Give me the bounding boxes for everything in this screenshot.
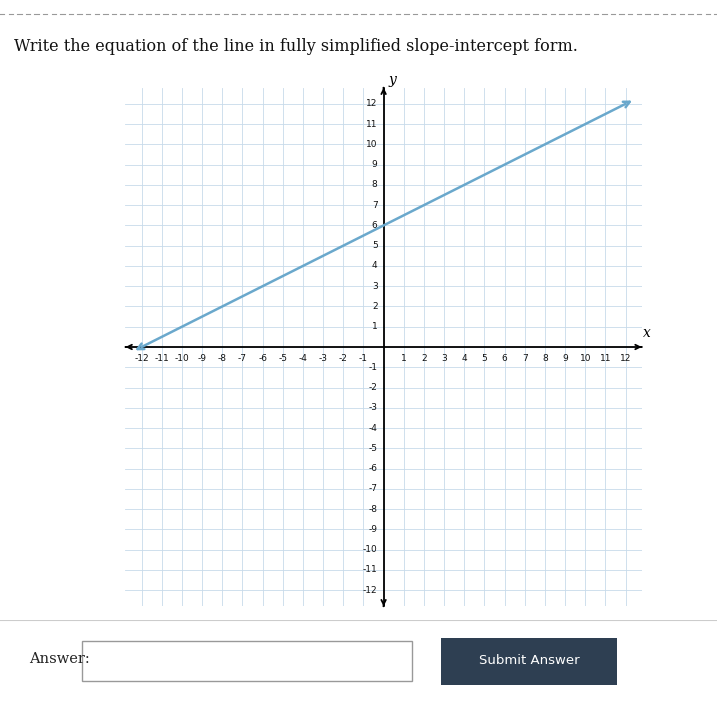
Text: -5: -5 [369, 444, 378, 453]
Text: Write the equation of the line in fully simplified slope-intercept form.: Write the equation of the line in fully … [14, 39, 578, 55]
Text: 4: 4 [462, 354, 467, 363]
Text: -3: -3 [318, 354, 328, 363]
Text: 7: 7 [372, 200, 378, 210]
Text: 3: 3 [372, 282, 378, 291]
Text: -1: -1 [359, 354, 368, 363]
Text: 12: 12 [620, 354, 631, 363]
Text: -1: -1 [369, 362, 378, 372]
Text: -9: -9 [198, 354, 206, 363]
Text: 6: 6 [372, 221, 378, 230]
Text: 9: 9 [562, 354, 568, 363]
Text: -5: -5 [278, 354, 288, 363]
Text: -8: -8 [369, 505, 378, 514]
Text: 2: 2 [372, 302, 378, 311]
FancyBboxPatch shape [441, 638, 617, 685]
Text: -7: -7 [238, 354, 247, 363]
Text: -12: -12 [134, 354, 149, 363]
Text: -11: -11 [363, 566, 378, 574]
Text: -4: -4 [369, 423, 378, 433]
Text: -6: -6 [369, 464, 378, 473]
Text: 10: 10 [366, 140, 378, 149]
Text: x: x [642, 326, 650, 340]
FancyBboxPatch shape [82, 641, 412, 681]
Text: -7: -7 [369, 484, 378, 494]
Text: 6: 6 [502, 354, 508, 363]
Text: 8: 8 [372, 180, 378, 189]
Text: -11: -11 [154, 354, 169, 363]
Text: -8: -8 [218, 354, 227, 363]
Text: 4: 4 [372, 261, 378, 271]
Text: 10: 10 [579, 354, 591, 363]
Text: 1: 1 [372, 322, 378, 332]
Text: 5: 5 [372, 241, 378, 250]
Text: -6: -6 [258, 354, 267, 363]
Text: 2: 2 [421, 354, 427, 363]
Text: Submit Answer: Submit Answer [479, 654, 579, 667]
Text: 1: 1 [401, 354, 407, 363]
Text: -4: -4 [298, 354, 308, 363]
Text: -9: -9 [369, 525, 378, 534]
Text: -10: -10 [363, 545, 378, 554]
Text: 5: 5 [482, 354, 488, 363]
Text: -3: -3 [369, 403, 378, 412]
Text: -2: -2 [339, 354, 348, 363]
Text: y: y [389, 73, 397, 87]
Text: 8: 8 [542, 354, 548, 363]
Text: -2: -2 [369, 383, 378, 392]
Text: -10: -10 [174, 354, 189, 363]
Text: 7: 7 [522, 354, 528, 363]
Text: 3: 3 [441, 354, 447, 363]
Text: 11: 11 [599, 354, 611, 363]
Text: 9: 9 [372, 160, 378, 169]
Text: Answer:: Answer: [29, 652, 90, 666]
Text: 12: 12 [366, 100, 378, 109]
Text: -12: -12 [363, 585, 378, 594]
Text: 11: 11 [366, 120, 378, 128]
